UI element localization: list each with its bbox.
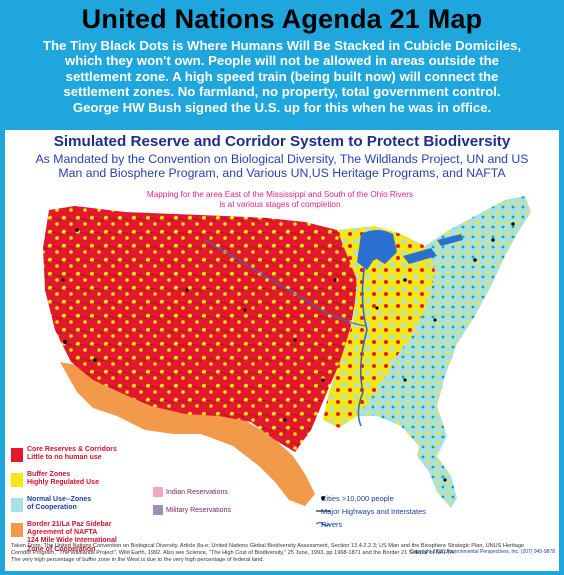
banner-title: United Nations Agenda 21 Map xyxy=(81,4,483,34)
mapping-note: Mapping for the area East of the Mississ… xyxy=(145,190,415,210)
legend-military-reservations: Military Reservations xyxy=(153,505,231,515)
subtitle-line: As Mandated by the Convention on Biologi… xyxy=(35,152,529,166)
florida xyxy=(417,446,457,508)
legend-line: Zone of Cooperation xyxy=(27,545,96,553)
legend-rivers: Rivers xyxy=(321,520,343,529)
us-west-central xyxy=(43,206,357,452)
legend-line: Normal Use--Zones xyxy=(27,496,92,503)
legend-line: Agreement of NAFTA xyxy=(27,529,98,537)
credit-line: The very high percentage of buffer zone … xyxy=(11,557,264,563)
lake-ontario xyxy=(437,234,463,246)
border-swatch xyxy=(11,523,23,537)
legend-label: Indian Reservations xyxy=(166,488,228,496)
legend-core: Core Reserves & Corridors Little to no h… xyxy=(11,446,151,471)
us-midwest xyxy=(323,226,435,428)
legend-line: of Cooperation xyxy=(27,504,77,512)
legend-highways: Major Highways and Interstates xyxy=(321,507,427,516)
legend-cities: Cities >10,000 people xyxy=(321,494,394,503)
banner-text: The Tiny Black Dots is Where Humans Will… xyxy=(10,38,554,115)
banner-line: settlement zone. A high speed train (bei… xyxy=(65,68,499,84)
city-symbol xyxy=(321,496,325,500)
normal-swatch xyxy=(11,498,23,512)
banner-line: The Tiny Black Dots is Where Humans Will… xyxy=(42,38,522,53)
missouri-river xyxy=(204,239,366,327)
legend-normal: Normal Use--Zones of Cooperation xyxy=(11,496,151,521)
map-poster: Simulated Reserve and Corridor System to… xyxy=(5,130,559,571)
subtitle-line: Man and Biosphere Program, and Various U… xyxy=(58,166,506,180)
banner-line: settlement zones. No farmland, no proper… xyxy=(63,84,501,100)
banner-line: George HW Bush signed the U.S. up for th… xyxy=(72,99,492,115)
zone-legend: Core Reserves & Corridors Little to no h… xyxy=(11,446,151,557)
banner-line: which they won't own. People will not be… xyxy=(65,53,499,69)
note-line: is at various stages of completion xyxy=(219,200,341,209)
note-line: Mapping for the area East of the Mississ… xyxy=(146,190,414,199)
legend-line: Core Reserves & Corridors xyxy=(27,446,117,453)
legend-line: 124 Mile Wide International xyxy=(27,537,117,545)
mississippi-river xyxy=(357,263,368,427)
legend-border-zone: Border 21/La Paz Sidebar Agreement of NA… xyxy=(11,521,151,557)
symbol-legend: Cities >10,000 people Major Highways and… xyxy=(321,492,441,531)
core-swatch xyxy=(11,448,23,462)
legend-line: Highly Regulated Use xyxy=(27,479,99,487)
us-biodiversity-map xyxy=(43,196,531,527)
legend-label: Military Reservations xyxy=(166,506,231,514)
lake-erie xyxy=(403,248,437,264)
legend-line: Little to no human use xyxy=(27,454,102,462)
poster-title: Simulated Reserve and Corridor System to… xyxy=(53,133,511,150)
buffer-swatch xyxy=(11,473,23,487)
indian-swatch xyxy=(153,487,163,497)
military-swatch xyxy=(153,505,163,515)
border-zone xyxy=(60,362,315,506)
source-credits: Taken From: The United Nations Conventio… xyxy=(11,543,555,564)
river-symbol xyxy=(315,521,331,527)
city-dots xyxy=(61,222,515,482)
great-lakes xyxy=(357,230,397,270)
copyright: Copyright 1997, Environmental Perspectiv… xyxy=(409,549,555,555)
credit-line: Taken From: The United Nations Conventio… xyxy=(11,543,525,549)
legend-line: Buffer Zones xyxy=(27,471,71,478)
legend-line: Border 21/La Paz Sidebar xyxy=(27,521,112,528)
legend-buffer: Buffer Zones Highly Regulated Use xyxy=(11,471,151,496)
poster-subtitle: As Mandated by the Convention on Biologi… xyxy=(11,152,553,180)
legend-indian-reservations: Indian Reservations xyxy=(153,487,228,497)
us-east xyxy=(357,196,531,456)
credit-line: Corridor Program, "The Wildlands Project… xyxy=(11,550,456,556)
